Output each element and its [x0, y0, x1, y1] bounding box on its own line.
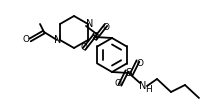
Text: O: O: [114, 78, 122, 88]
Text: O: O: [80, 43, 88, 51]
Text: N: N: [139, 81, 147, 91]
Text: O: O: [102, 22, 109, 32]
Text: O: O: [22, 36, 29, 44]
Text: S: S: [126, 68, 132, 78]
Text: H: H: [145, 84, 151, 94]
Text: O: O: [136, 59, 143, 67]
Text: N: N: [54, 35, 62, 45]
Text: N: N: [86, 19, 94, 29]
Text: S: S: [92, 32, 98, 42]
